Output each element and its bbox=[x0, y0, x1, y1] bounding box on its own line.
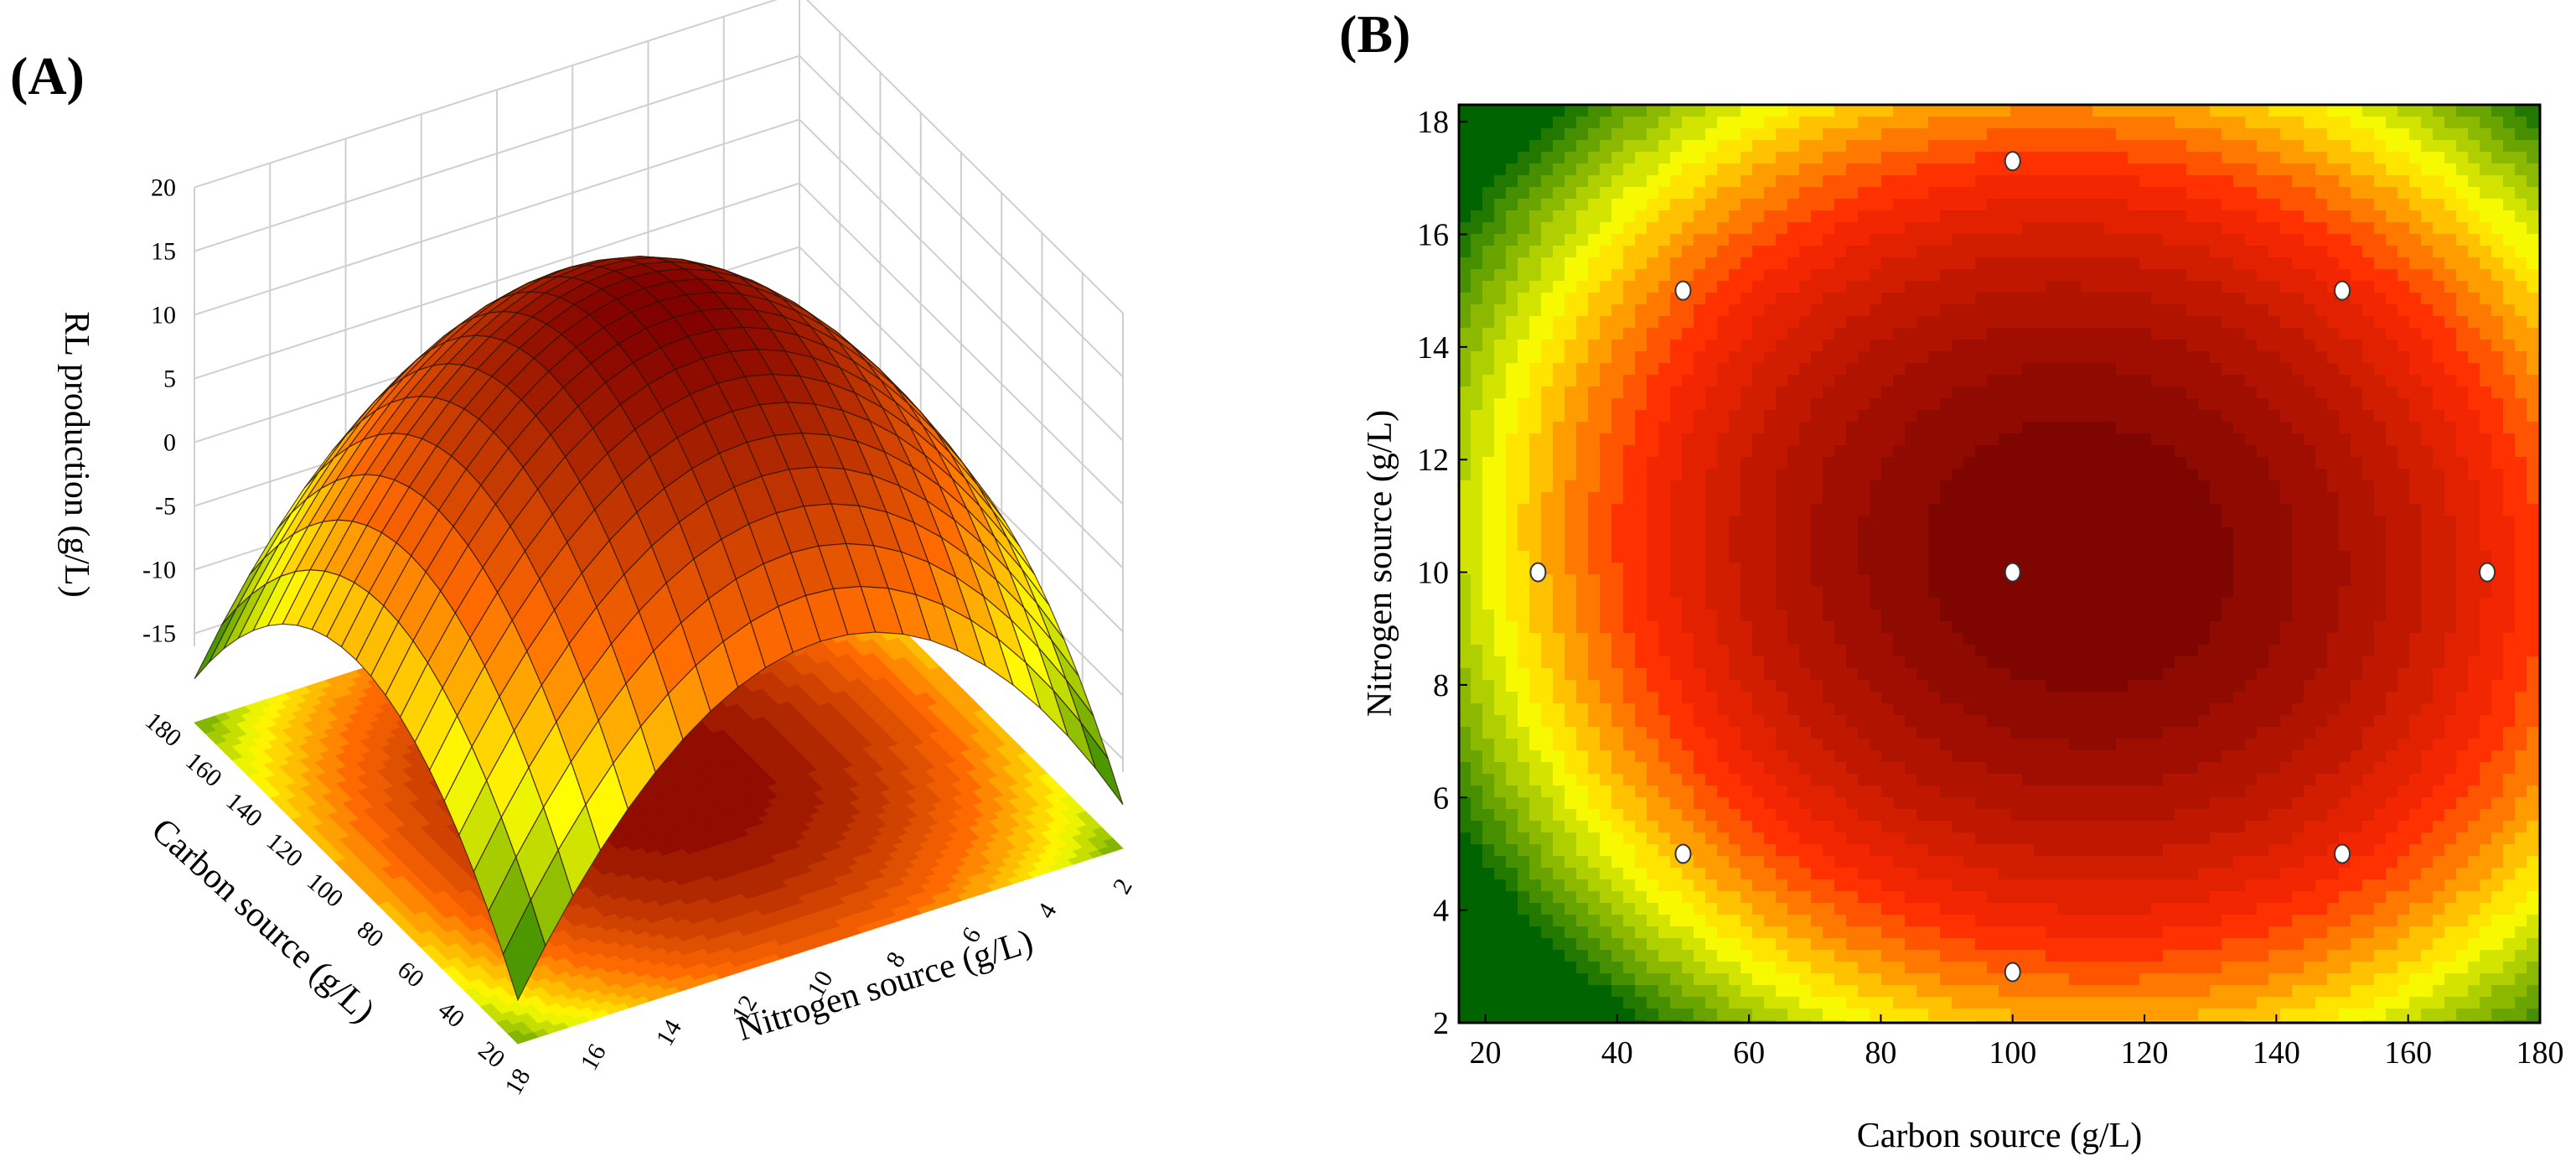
panel-a-surface-plot: (A) 20 15 10 5 0 -5 -10 -15 RL production (g/L)… bbox=[10, 0, 1138, 1099]
carbon-tick-label: 140 bbox=[221, 787, 268, 832]
design-point bbox=[2004, 962, 2021, 983]
z-tick-label: 10 bbox=[151, 302, 176, 329]
design-point bbox=[2334, 280, 2351, 301]
y-tick-label: 2 bbox=[1433, 1006, 1449, 1041]
panel-b-x-axis-label: Carbon source (g/L) bbox=[1857, 1117, 2143, 1155]
nitrogen-tick-label: 4 bbox=[1032, 899, 1062, 923]
x-tick-label: 40 bbox=[1601, 1035, 1633, 1071]
design-point bbox=[2479, 562, 2496, 583]
panel-b-y-ticks: 2 4 6 8 10 12 14 16 18 bbox=[1417, 105, 1467, 1041]
panel-a-surface-mesh bbox=[194, 256, 1124, 1002]
panel-b-contour-fill bbox=[1459, 105, 2540, 1023]
z-tick-label: 5 bbox=[163, 366, 176, 393]
carbon-tick-label: 100 bbox=[302, 868, 349, 913]
nitrogen-tick-label: 18 bbox=[499, 1064, 536, 1099]
x-tick-label: 60 bbox=[1733, 1035, 1765, 1071]
carbon-tick-label: 20 bbox=[473, 1036, 510, 1074]
z-tick-label: -15 bbox=[142, 620, 176, 648]
panel-a-z-ticks: 20 15 10 5 0 -5 -10 -15 bbox=[142, 174, 176, 648]
z-tick-label: -5 bbox=[155, 493, 176, 521]
carbon-tick-label: 120 bbox=[261, 827, 308, 873]
panel-b-plot-frame bbox=[1457, 103, 2542, 1024]
design-point bbox=[1674, 280, 1692, 301]
carbon-tick-label: 80 bbox=[352, 915, 389, 953]
design-point bbox=[2004, 151, 2021, 172]
panel-b-label: (B) bbox=[1339, 4, 1410, 64]
nitrogen-tick-label: 2 bbox=[1108, 874, 1138, 899]
panel-a-z-axis-label: RL production (g/L) bbox=[57, 311, 96, 597]
y-tick-label: 8 bbox=[1433, 668, 1449, 703]
carbon-tick-label: 160 bbox=[180, 747, 227, 792]
y-tick-label: 14 bbox=[1417, 330, 1449, 366]
x-tick-label: 20 bbox=[1469, 1035, 1501, 1071]
design-point bbox=[1674, 843, 1692, 864]
design-point bbox=[2004, 562, 2021, 583]
nitrogen-tick-label: 16 bbox=[575, 1040, 612, 1075]
nitrogen-tick-label: 14 bbox=[650, 1015, 687, 1050]
x-tick-label: 120 bbox=[2121, 1035, 2169, 1071]
x-tick-label: 140 bbox=[2253, 1035, 2300, 1071]
panel-b-x-ticks: 20 40 60 80 100 120 140 160 180 bbox=[1469, 1014, 2564, 1071]
z-tick-label: 0 bbox=[163, 429, 176, 457]
x-tick-label: 100 bbox=[1989, 1035, 2036, 1071]
panel-a-label: (A) bbox=[10, 46, 85, 106]
carbon-tick-label: 60 bbox=[392, 956, 429, 993]
design-point bbox=[1529, 562, 1547, 583]
x-tick-label: 160 bbox=[2384, 1035, 2432, 1071]
carbon-tick-label: 180 bbox=[140, 707, 187, 752]
panel-b-design-points bbox=[1529, 151, 2496, 983]
y-tick-label: 12 bbox=[1417, 443, 1449, 478]
y-tick-label: 16 bbox=[1417, 218, 1449, 253]
design-point bbox=[2334, 843, 2351, 864]
carbon-tick-label: 40 bbox=[432, 996, 469, 1034]
y-tick-label: 4 bbox=[1433, 894, 1449, 929]
y-tick-label: 18 bbox=[1417, 105, 1449, 140]
z-tick-label: 20 bbox=[151, 174, 176, 202]
panel-b-y-axis-label: Nitrogen source (g/L) bbox=[1361, 410, 1399, 717]
z-tick-label: 15 bbox=[151, 238, 176, 266]
z-tick-label: -10 bbox=[142, 557, 176, 584]
x-tick-label: 180 bbox=[2517, 1035, 2564, 1071]
y-tick-label: 6 bbox=[1433, 780, 1449, 816]
y-tick-label: 10 bbox=[1417, 556, 1449, 591]
panel-b-contour-plot: (B) 20 40 60 80 100 120 140 160 180 2 4 6 8 10 12 14 16… bbox=[1339, 4, 2564, 1155]
x-tick-label: 80 bbox=[1865, 1035, 1896, 1071]
